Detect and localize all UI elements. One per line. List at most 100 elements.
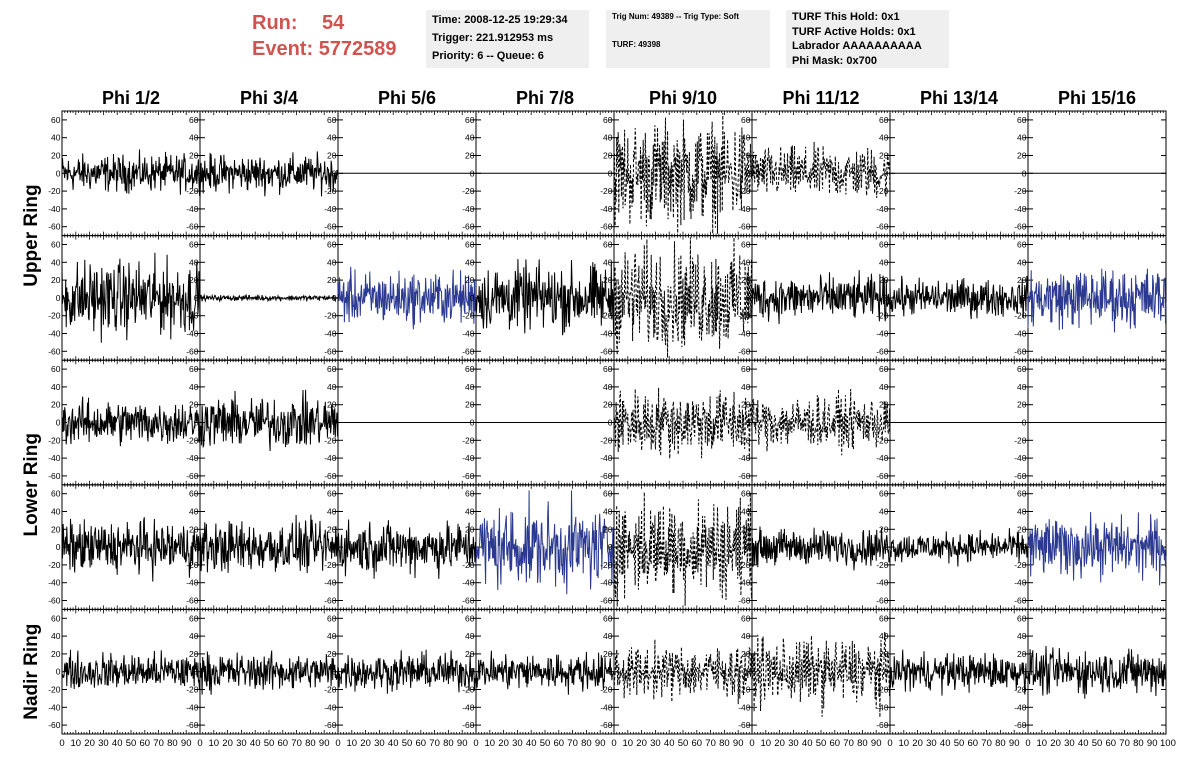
priority-line: Priority: 6 -- Queue: 6 [432, 50, 544, 62]
event-value: 5772589 [318, 38, 397, 60]
y-tick-label: 0 [746, 418, 751, 428]
y-tick-label: -60 [738, 720, 751, 730]
y-tick-label: -60 [1014, 222, 1027, 232]
y-tick-label: 60 [327, 489, 337, 499]
y-tick-label: -60 [876, 222, 889, 232]
trigger-line: Trigger: 221.912953 ms [432, 32, 554, 44]
y-tick-label: 40 [189, 257, 199, 267]
ring-label: Nadir Ring [21, 624, 42, 720]
y-tick-label: -60 [186, 471, 199, 481]
y-tick-label: 0 [1022, 542, 1027, 552]
y-tick-label: 20 [603, 524, 613, 534]
y-tick-label: -40 [48, 578, 61, 588]
y-tick-label: -60 [1014, 471, 1027, 481]
trig-num-line: Trig Num: 49389 -- Trig Type: Soft [612, 12, 739, 21]
y-tick-label: 20 [879, 151, 889, 161]
waveform-trace [61, 649, 201, 691]
y-tick-label: -20 [600, 685, 613, 695]
waveform-trace [1027, 268, 1167, 333]
y-tick-label: 20 [189, 151, 199, 161]
y-tick-label: -20 [48, 435, 61, 445]
y-tick-label: 60 [1017, 115, 1027, 125]
waveform-trace [889, 528, 1029, 567]
y-tick-label: -40 [48, 702, 61, 712]
waveform-trace [199, 293, 339, 303]
y-tick-label: -20 [324, 186, 337, 196]
y-tick-label: -40 [48, 453, 61, 463]
y-tick-label: -60 [48, 596, 61, 606]
y-tick-label: 0 [746, 667, 751, 677]
y-tick-label: -40 [186, 578, 199, 588]
y-tick-label: 40 [603, 382, 613, 392]
y-tick-label: 0 [1022, 168, 1027, 178]
y-tick-label: 20 [189, 275, 199, 285]
y-tick-label: 0 [56, 542, 61, 552]
y-tick-label: 0 [332, 293, 337, 303]
y-tick-label: 20 [603, 275, 613, 285]
y-tick-label: 60 [741, 613, 751, 623]
y-tick-label: -40 [1014, 578, 1027, 588]
y-tick-label: 40 [327, 133, 337, 143]
y-tick-label: -60 [462, 471, 475, 481]
y-tick-label: 40 [189, 631, 199, 641]
y-tick-label: -40 [738, 329, 751, 339]
waveform-trace [751, 270, 891, 325]
y-tick-label: -60 [48, 346, 61, 356]
y-tick-label: 40 [741, 133, 751, 143]
y-tick-label: 20 [741, 524, 751, 534]
y-tick-label: -60 [186, 720, 199, 730]
y-tick-label: -40 [876, 578, 889, 588]
y-tick-label: 60 [189, 240, 199, 250]
y-tick-label: -40 [1014, 204, 1027, 214]
y-tick-label: 40 [327, 382, 337, 392]
y-tick-label: -20 [48, 311, 61, 321]
y-tick-label: 0 [56, 667, 61, 677]
y-tick-label: 60 [327, 115, 337, 125]
y-tick-label: 40 [465, 257, 475, 267]
y-tick-label: -60 [324, 471, 337, 481]
waveform-trace [475, 259, 615, 336]
y-tick-label: 0 [194, 542, 199, 552]
y-tick-label: 40 [465, 133, 475, 143]
y-tick-label: 20 [879, 275, 889, 285]
y-tick-label: 0 [1022, 667, 1027, 677]
y-tick-label: 60 [879, 115, 889, 125]
y-tick-label: 60 [465, 364, 475, 374]
y-tick-label: 60 [879, 489, 889, 499]
column-title: Phi 1/2 [102, 88, 160, 108]
y-tick-label: -20 [462, 685, 475, 695]
y-tick-label: -40 [600, 453, 613, 463]
waveform-trace [61, 517, 201, 582]
y-tick-label: 20 [465, 524, 475, 534]
y-tick-label: -60 [738, 346, 751, 356]
y-tick-label: 20 [327, 524, 337, 534]
y-tick-label: -60 [600, 346, 613, 356]
y-tick-label: -20 [462, 560, 475, 570]
y-tick-label: -60 [324, 222, 337, 232]
y-tick-label: -40 [876, 204, 889, 214]
y-tick-label: -20 [1014, 311, 1027, 321]
y-tick-label: 0 [608, 542, 613, 552]
y-tick-label: 60 [603, 364, 613, 374]
y-tick-label: -40 [48, 329, 61, 339]
y-tick-label: -20 [186, 685, 199, 695]
turf-hold-line: TURF This Hold: 0x1 [792, 11, 900, 23]
y-tick-label: -40 [1014, 453, 1027, 463]
y-tick-label: 0 [56, 418, 61, 428]
y-tick-label: -40 [876, 329, 889, 339]
run-label: Run: [252, 12, 298, 34]
y-tick-label: 20 [741, 649, 751, 659]
y-tick-label: -40 [738, 453, 751, 463]
y-tick-label: -60 [600, 720, 613, 730]
y-tick-label: -60 [600, 596, 613, 606]
column-title: Phi 11/12 [782, 88, 859, 108]
y-tick-label: 0 [56, 168, 61, 178]
y-tick-label: 40 [879, 257, 889, 267]
y-tick-label: 0 [746, 542, 751, 552]
y-tick-label: 20 [603, 649, 613, 659]
y-tick-label: 40 [879, 507, 889, 517]
y-tick-label: -40 [186, 702, 199, 712]
y-tick-label: -40 [738, 702, 751, 712]
y-tick-label: -40 [1014, 702, 1027, 712]
waveform-trace [337, 266, 477, 330]
